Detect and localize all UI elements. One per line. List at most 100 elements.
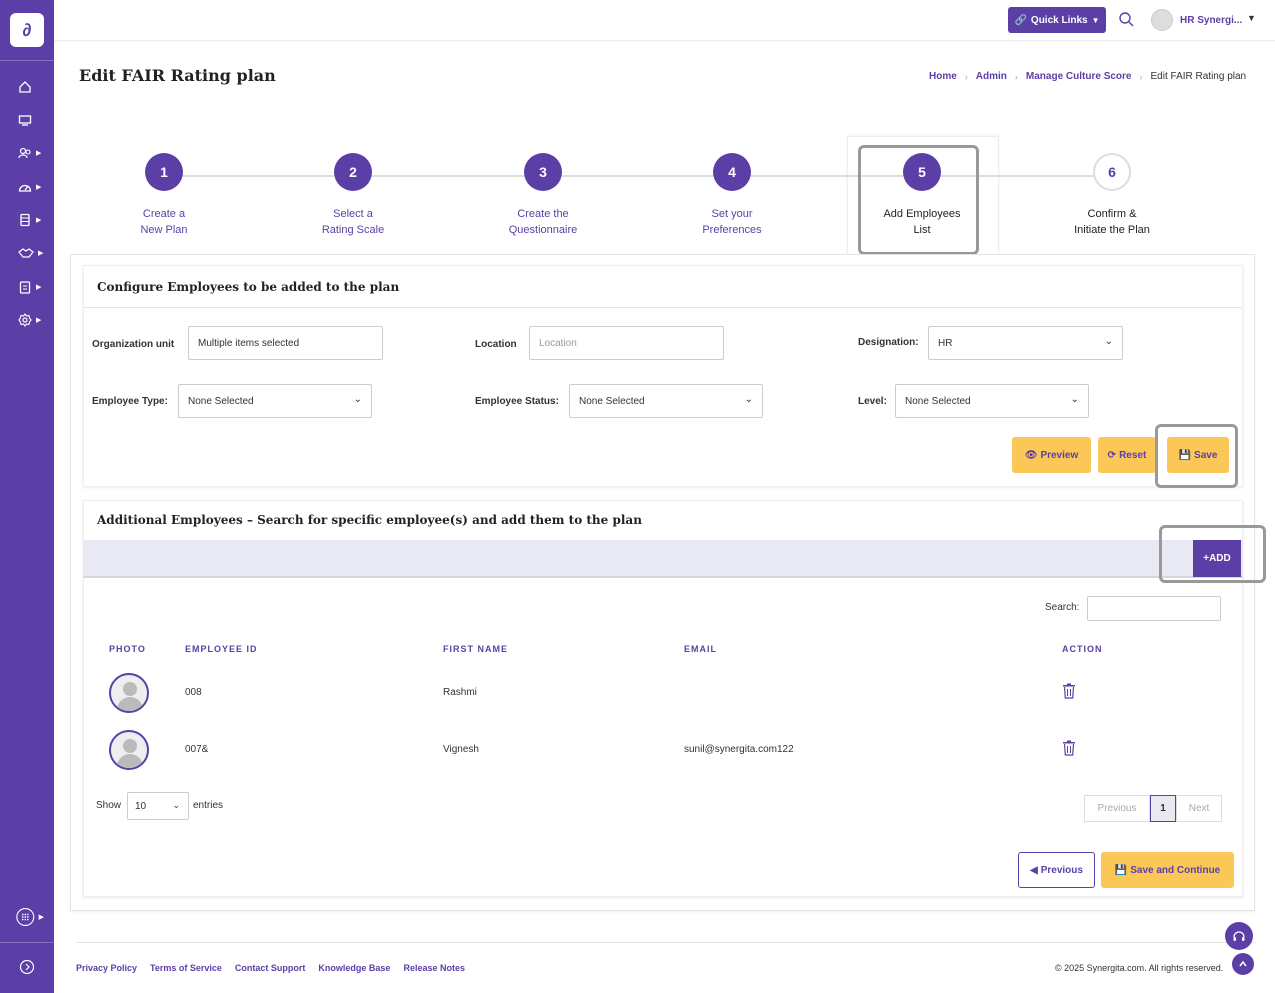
gear-icon[interactable]: ▶ bbox=[18, 311, 46, 329]
designation-select[interactable]: HR ⌄ bbox=[928, 326, 1123, 360]
step-5-highlight bbox=[858, 145, 979, 255]
breadcrumb: Home › Admin › Manage Culture Score › Ed… bbox=[929, 71, 1246, 82]
entries-label: entries bbox=[193, 800, 224, 811]
show-label: Show bbox=[96, 800, 122, 811]
knowledge-base-link[interactable]: Knowledge Base bbox=[318, 963, 391, 973]
employee-status-select[interactable]: None Selected ⌄ bbox=[569, 384, 763, 418]
pagination-page-1[interactable]: 1 bbox=[1150, 795, 1176, 822]
save-button[interactable]: 💾 Save bbox=[1167, 437, 1229, 473]
employee-photo bbox=[109, 730, 149, 770]
pagination-next[interactable]: Next bbox=[1176, 795, 1222, 822]
chevron-down-icon: ▼ bbox=[1091, 15, 1100, 25]
privacy-policy-link[interactable]: Privacy Policy bbox=[76, 963, 138, 973]
chevron-right-icon: › bbox=[964, 71, 968, 82]
reset-button[interactable]: ⟳ Reset bbox=[1098, 437, 1156, 473]
save-highlight bbox=[1155, 424, 1238, 488]
scroll-top-icon[interactable] bbox=[1232, 953, 1254, 975]
sidebar: ∂ ▶ ▶ ▶ ▶ ▶ ▶ ▶ bbox=[0, 0, 54, 993]
chevron-right-icon: › bbox=[1014, 71, 1018, 82]
previous-button[interactable]: ◀ Previous bbox=[1018, 852, 1095, 888]
location-input[interactable]: Location bbox=[529, 326, 724, 360]
terms-of-service-link[interactable]: Terms of Service bbox=[150, 963, 222, 973]
col-first-name[interactable]: FIRST NAME bbox=[443, 644, 508, 654]
expand-icon[interactable] bbox=[19, 958, 47, 976]
chevron-down-icon: ⌄ bbox=[172, 800, 180, 810]
home-icon[interactable] bbox=[18, 78, 46, 96]
col-email[interactable]: EMAIL bbox=[684, 644, 717, 654]
step-1[interactable]: 1 Create a New Plan bbox=[94, 153, 234, 238]
arrow-left-circle-icon: ◀ bbox=[1030, 864, 1038, 876]
level-select[interactable]: None Selected ⌄ bbox=[895, 384, 1089, 418]
org-unit-select[interactable]: Multiple items selected bbox=[188, 326, 383, 360]
people-icon[interactable]: ▶ bbox=[18, 144, 46, 162]
stepper-line bbox=[164, 175, 1112, 177]
configure-card: Configure Employees to be added to the p… bbox=[83, 265, 1243, 487]
designation-label: Designation: bbox=[858, 337, 919, 348]
search-label: Search: bbox=[1045, 602, 1080, 613]
page-length-select[interactable]: 10 ⌄ bbox=[127, 792, 189, 820]
chevron-down-icon: ⌄ bbox=[1070, 394, 1079, 405]
col-action[interactable]: ACTION bbox=[1062, 644, 1103, 654]
apps-icon[interactable]: ▶ bbox=[16, 907, 44, 927]
breadcrumb-manage-culture-score[interactable]: Manage Culture Score bbox=[1025, 71, 1132, 82]
additional-title: Additional Employees – Search for specif… bbox=[97, 513, 642, 527]
location-label: Location bbox=[475, 339, 517, 350]
quick-links-button[interactable]: 🔗 Quick Links ▼ bbox=[1008, 7, 1106, 33]
configure-title: Configure Employees to be added to the p… bbox=[97, 280, 400, 294]
page-title: Edit FAIR Rating plan bbox=[79, 66, 276, 85]
breadcrumb-admin[interactable]: Admin bbox=[975, 71, 1007, 82]
first-name: Vignesh bbox=[443, 744, 479, 755]
pagination-previous[interactable]: Previous bbox=[1084, 795, 1150, 822]
step-2[interactable]: 2 Select a Rating Scale bbox=[283, 153, 423, 238]
trash-icon[interactable] bbox=[1062, 740, 1076, 756]
breadcrumb-current: Edit FAIR Rating plan bbox=[1150, 71, 1247, 82]
database-icon[interactable]: ▶ bbox=[18, 211, 46, 229]
link-icon: 🔗 bbox=[1014, 14, 1027, 26]
eye-icon: 👁 bbox=[1024, 449, 1038, 461]
chevron-down-icon[interactable]: ▼ bbox=[1247, 13, 1256, 23]
clipboard-icon[interactable]: ▶ bbox=[18, 278, 46, 296]
additional-employees-card: Additional Employees – Search for specif… bbox=[83, 500, 1243, 897]
monitor-icon[interactable] bbox=[18, 111, 46, 129]
footer-links: Privacy Policy Terms of Service Contact … bbox=[76, 963, 465, 973]
trash-icon[interactable] bbox=[1062, 683, 1076, 699]
footer-divider bbox=[76, 942, 1256, 943]
floppy-icon: 💾 bbox=[1114, 864, 1128, 876]
employee-type-select[interactable]: None Selected ⌄ bbox=[178, 384, 372, 418]
col-photo[interactable]: PHOTO bbox=[109, 644, 146, 654]
release-notes-link[interactable]: Release Notes bbox=[403, 963, 465, 973]
preview-button[interactable]: 👁 Preview bbox=[1012, 437, 1091, 473]
level-label: Level: bbox=[858, 396, 887, 407]
user-name[interactable]: HR Synergi... bbox=[1180, 15, 1243, 26]
handshake-icon[interactable]: ▶ bbox=[18, 244, 46, 262]
chevron-down-icon: ⌄ bbox=[1104, 336, 1113, 347]
save-and-continue-button[interactable]: 💾 Save and Continue bbox=[1101, 852, 1234, 888]
chevron-right-icon: › bbox=[1139, 71, 1143, 82]
table-search-input[interactable] bbox=[1087, 596, 1221, 621]
user-avatar[interactable] bbox=[1151, 9, 1173, 31]
copyright: © 2025 Synergita.com. All rights reserve… bbox=[1055, 963, 1224, 973]
add-toolbar bbox=[83, 540, 1243, 578]
employee-type-label: Employee Type: bbox=[92, 396, 168, 407]
first-name: Rashmi bbox=[443, 687, 477, 698]
chevron-down-icon: ⌄ bbox=[744, 394, 753, 405]
employee-status-label: Employee Status: bbox=[475, 396, 559, 407]
contact-support-link[interactable]: Contact Support bbox=[234, 963, 306, 973]
step-6[interactable]: 6 Confirm & Initiate the Plan bbox=[1042, 153, 1182, 238]
refresh-icon: ⟳ bbox=[1107, 449, 1117, 461]
employee-id: 007& bbox=[185, 744, 209, 755]
step-5[interactable]: 5 Add Employees List bbox=[852, 153, 992, 238]
step-3[interactable]: 3 Create the Questionnaire bbox=[473, 153, 613, 238]
step-4[interactable]: 4 Set your Preferences bbox=[662, 153, 802, 238]
floppy-icon: 💾 bbox=[1178, 449, 1192, 461]
breadcrumb-home[interactable]: Home bbox=[929, 71, 957, 82]
add-highlight bbox=[1159, 525, 1266, 583]
app-logo[interactable]: ∂ bbox=[10, 13, 44, 47]
gauge-icon[interactable]: ▶ bbox=[18, 178, 46, 196]
headset-icon[interactable] bbox=[1225, 922, 1253, 950]
main-card bbox=[70, 254, 1255, 911]
search-icon[interactable] bbox=[1118, 11, 1134, 27]
col-employee-id[interactable]: EMPLOYEE ID bbox=[185, 644, 258, 654]
add-button[interactable]: +ADD bbox=[1193, 540, 1241, 577]
chevron-down-icon: ⌄ bbox=[353, 394, 362, 405]
